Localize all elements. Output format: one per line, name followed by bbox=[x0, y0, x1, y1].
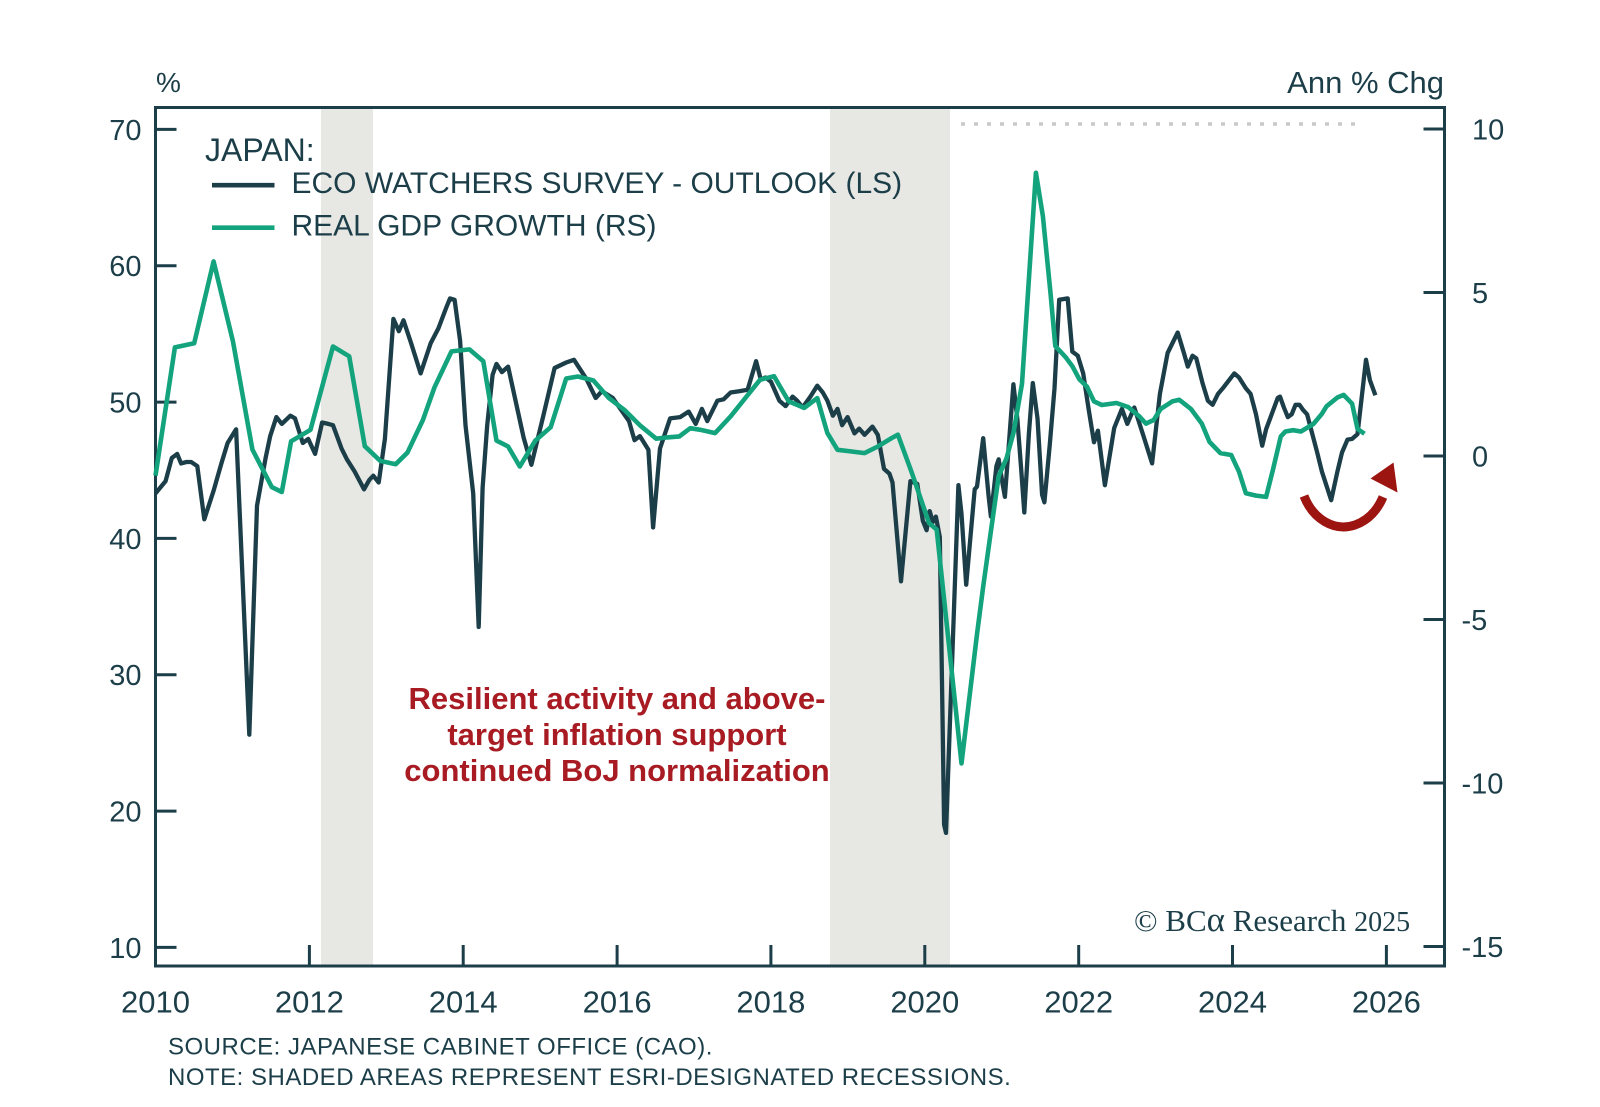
svg-text:Resilient activity and above-: Resilient activity and above- bbox=[409, 681, 826, 716]
svg-text:-5: -5 bbox=[1462, 605, 1488, 637]
svg-text:50: 50 bbox=[109, 388, 141, 420]
svg-text:2010: 2010 bbox=[121, 985, 190, 1020]
svg-text:60: 60 bbox=[109, 251, 141, 283]
svg-text:2022: 2022 bbox=[1044, 985, 1113, 1020]
svg-text:REAL GDP GROWTH (RS): REAL GDP GROWTH (RS) bbox=[292, 210, 657, 243]
svg-text:2014: 2014 bbox=[429, 985, 498, 1020]
svg-text:ECO WATCHERS SURVEY - OUTLOOK: ECO WATCHERS SURVEY - OUTLOOK (LS) bbox=[292, 167, 903, 200]
svg-text:2020: 2020 bbox=[890, 985, 959, 1020]
svg-text:Ann % Chg: Ann % Chg bbox=[1287, 65, 1444, 100]
svg-text:20: 20 bbox=[109, 797, 141, 829]
svg-text:continued BoJ normalization: continued BoJ normalization bbox=[404, 753, 829, 788]
svg-text:NOTE: SHADED AREAS REPRESENT E: NOTE: SHADED AREAS REPRESENT ESRI-DESIGN… bbox=[168, 1064, 1011, 1091]
svg-text:70: 70 bbox=[109, 115, 141, 147]
svg-text:5: 5 bbox=[1472, 278, 1488, 310]
svg-text:30: 30 bbox=[109, 660, 141, 692]
svg-text:JAPAN:: JAPAN: bbox=[205, 132, 315, 168]
svg-text:10: 10 bbox=[109, 933, 141, 965]
svg-text:40: 40 bbox=[109, 524, 141, 556]
svg-text:2016: 2016 bbox=[583, 985, 652, 1020]
svg-text:2026: 2026 bbox=[1352, 985, 1421, 1020]
svg-text:0: 0 bbox=[1472, 442, 1488, 474]
svg-text:2018: 2018 bbox=[736, 985, 805, 1020]
svg-text:10: 10 bbox=[1472, 115, 1504, 147]
svg-text:2024: 2024 bbox=[1198, 985, 1267, 1020]
svg-text:-15: -15 bbox=[1462, 932, 1504, 964]
svg-text:SOURCE: JAPANESE CABINET OFFIC: SOURCE: JAPANESE CABINET OFFICE (CAO). bbox=[168, 1034, 713, 1061]
svg-text:2012: 2012 bbox=[275, 985, 344, 1020]
svg-text:© BCα Research 2025: © BCα Research 2025 bbox=[1134, 900, 1410, 939]
svg-text:target inflation support: target inflation support bbox=[447, 717, 786, 752]
svg-text:-10: -10 bbox=[1462, 769, 1504, 801]
svg-text:%: % bbox=[156, 67, 181, 98]
